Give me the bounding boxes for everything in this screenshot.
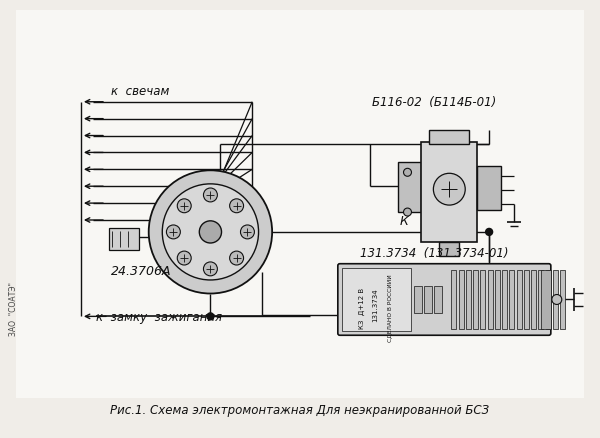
Bar <box>342 268 412 332</box>
Bar <box>541 270 551 329</box>
FancyBboxPatch shape <box>338 264 551 336</box>
Circle shape <box>207 313 214 320</box>
Text: КЗ  Д+12 В: КЗ Д+12 В <box>359 287 365 328</box>
Text: Рис.1. Схема электромонтажная Для неэкранированной БСЗ: Рис.1. Схема электромонтажная Для неэкра… <box>110 403 490 416</box>
Bar <box>473 270 478 329</box>
Circle shape <box>149 171 272 294</box>
Bar <box>415 286 422 314</box>
Bar <box>434 286 442 314</box>
Bar <box>109 229 139 250</box>
Text: 24.3706А: 24.3706А <box>111 264 172 277</box>
Bar <box>546 270 551 329</box>
Bar <box>495 270 500 329</box>
Circle shape <box>177 199 191 213</box>
Circle shape <box>404 169 412 177</box>
Bar <box>517 270 521 329</box>
Circle shape <box>203 262 217 276</box>
Circle shape <box>230 251 244 265</box>
Text: к  свечам: к свечам <box>111 85 169 98</box>
Bar <box>466 270 471 329</box>
Circle shape <box>552 295 562 305</box>
Bar <box>524 270 529 329</box>
Circle shape <box>199 221 221 244</box>
Circle shape <box>404 208 412 216</box>
Circle shape <box>162 184 259 280</box>
Bar <box>553 270 558 329</box>
Bar <box>439 242 459 256</box>
Circle shape <box>485 229 493 236</box>
Circle shape <box>241 226 254 239</box>
Bar <box>531 270 536 329</box>
Circle shape <box>203 189 217 202</box>
Circle shape <box>433 174 465 205</box>
Text: к  замку  зажигания: к замку зажигания <box>96 311 222 324</box>
Bar <box>481 270 485 329</box>
Circle shape <box>177 251 191 265</box>
Bar <box>16 11 584 398</box>
Bar <box>477 167 501 211</box>
Text: 131.3734  (131.3734-01): 131.3734 (131.3734-01) <box>360 246 508 259</box>
Bar <box>430 130 469 145</box>
Text: Б116-02  (Б114Б-01): Б116-02 (Б114Б-01) <box>371 95 496 109</box>
Bar <box>502 270 507 329</box>
Text: ЗАО  "СОАТЭ": ЗАО "СОАТЭ" <box>9 282 18 336</box>
Bar <box>458 270 464 329</box>
Circle shape <box>230 199 244 213</box>
Bar <box>424 286 433 314</box>
Text: К: К <box>400 215 409 227</box>
Bar <box>421 143 477 242</box>
Bar <box>451 270 456 329</box>
Text: 131.3734: 131.3734 <box>373 288 379 321</box>
Bar <box>398 163 421 212</box>
Bar <box>488 270 493 329</box>
Bar <box>509 270 514 329</box>
Bar <box>538 270 544 329</box>
Text: СДЕЛАНО В РОССИИИ: СДЕЛАНО В РОССИИИ <box>387 274 392 342</box>
Circle shape <box>166 226 181 239</box>
Bar <box>560 270 565 329</box>
